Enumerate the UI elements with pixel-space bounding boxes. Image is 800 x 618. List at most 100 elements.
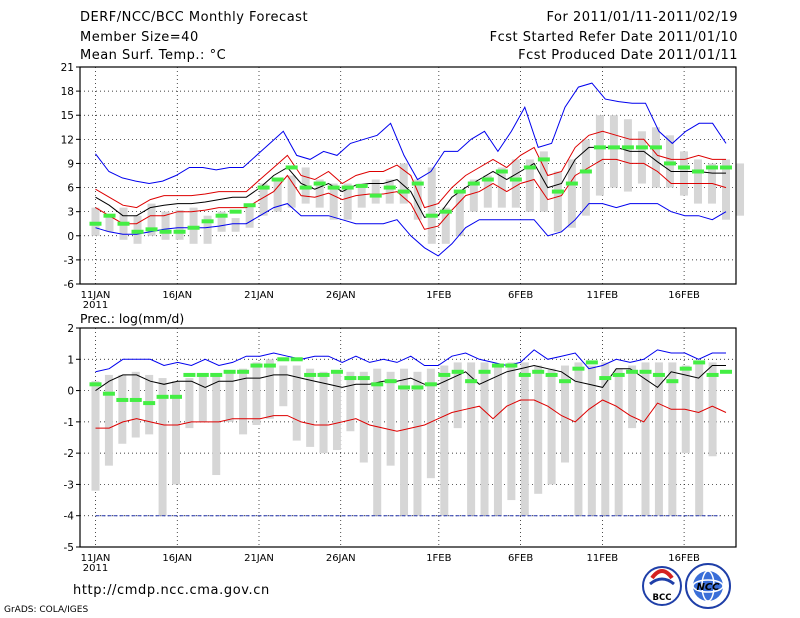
observed-mark [290,357,303,362]
series-min [95,203,727,257]
y-tick-label: -5 [64,542,74,554]
observed-mark [196,372,209,377]
series-upper [95,130,726,209]
ensemble-range-bar [469,179,478,212]
observed-mark [299,185,312,190]
ensemble-range-bar [623,119,632,192]
observed-mark [451,369,464,374]
ensemble-range-bar [567,159,576,228]
observed-mark [607,145,620,150]
forecast-period: For 2011/01/11-2011/02/19 [546,10,738,25]
observed-mark [263,363,276,368]
ensemble-range-bar [292,365,301,441]
ensemble-range-bar [453,362,462,429]
observed-mark [666,379,679,384]
y-tick-label: 12 [61,134,74,146]
x-tick-label: 1FEB [426,290,451,301]
software-credit: GrADS: COLA/IGES [4,605,89,615]
ensemble-range-bar [507,362,516,501]
observed-mark [593,145,606,150]
observed-mark [397,189,410,194]
observed-mark [621,145,634,150]
observed-mark [649,145,662,150]
x-tick-label: 6FEB [508,290,533,301]
x-tick-label: 21JAN [244,553,274,564]
observed-mark [626,369,639,374]
ensemble-range-bar [245,203,254,228]
ensemble-range-bar [131,371,140,438]
chart-title: DERF/NCC/BCC Monthly Forecast [80,10,309,25]
observed-mark [465,379,478,384]
series-lower [95,158,727,230]
ensemble-range-bar [493,365,502,516]
observed-mark [438,372,451,377]
ensemble-range-bar [158,378,167,516]
observed-mark [505,363,518,368]
ensemble-range-bar [198,374,207,422]
variable-temp-label: Mean Surf. Temp.: °C [80,48,227,63]
observed-mark [143,401,156,406]
ensemble-range-bar [329,183,338,220]
ensemble-range-bar [105,215,114,232]
observed-mark [585,360,598,365]
ensemble-range-bar [668,362,677,516]
observed-mark [439,209,452,214]
observed-mark [344,376,357,381]
bcc-logo-text: BCC [653,593,672,603]
observed-mark [215,213,228,218]
observed-mark [663,161,676,166]
ensemble-range-bar [628,365,637,429]
observed-mark [355,183,368,188]
observed-mark [89,382,102,387]
y-tick-label: -6 [64,279,75,291]
observed-mark [357,376,370,381]
ncc-logo-text: NCC [696,582,720,593]
y-tick-label: -3 [64,255,74,267]
ensemble-range-bar [574,362,583,516]
observed-mark [639,369,652,374]
x-tick-label: 26JAN [326,553,356,564]
source-url[interactable]: http://cmdp.ncc.cma.gov.cn [73,583,270,598]
ensemble-range-bar [413,179,422,220]
ensemble-range-bar [346,371,355,432]
ensemble-range-bar [189,207,198,244]
observed-mark [317,372,330,377]
x-tick-label: 1FEB [426,553,451,564]
ensemble-range-bar [581,139,590,216]
plot-frame [79,66,737,285]
observed-mark [478,369,491,374]
ensemble-range-bar [259,183,268,216]
observed-mark [89,221,102,226]
observed-mark [277,357,290,362]
y-tick-label: -2 [64,448,74,460]
ensemble-range-bar [483,175,492,208]
observed-mark [285,165,298,170]
y-tick-label: -1 [64,417,74,429]
x-tick-label: 21JAN [244,290,274,301]
y-tick-label: 15 [61,110,74,122]
observed-mark [183,372,196,377]
ensemble-range-bar [279,365,288,407]
ensemble-range-bar [217,211,226,232]
observed-mark [635,145,648,150]
ensemble-range-bar [203,215,212,244]
ensemble-range-bar [357,183,366,208]
ensemble-range-bar [385,179,394,204]
observed-mark [103,213,116,218]
observed-mark [411,385,424,390]
ensemble-range-bar [306,368,315,447]
observed-mark [313,181,326,186]
observed-mark [705,165,718,170]
observed-mark [612,372,625,377]
observed-mark [398,385,411,390]
ensemble-range-bar [133,215,142,244]
observed-mark [565,181,578,186]
observed-mark [187,225,200,230]
ensemble-range-bar [480,362,489,516]
observed-mark [201,219,214,224]
observed-mark [495,169,508,174]
y-tick-label: 18 [61,86,74,98]
observed-mark [652,372,665,377]
observed-mark [537,157,550,162]
